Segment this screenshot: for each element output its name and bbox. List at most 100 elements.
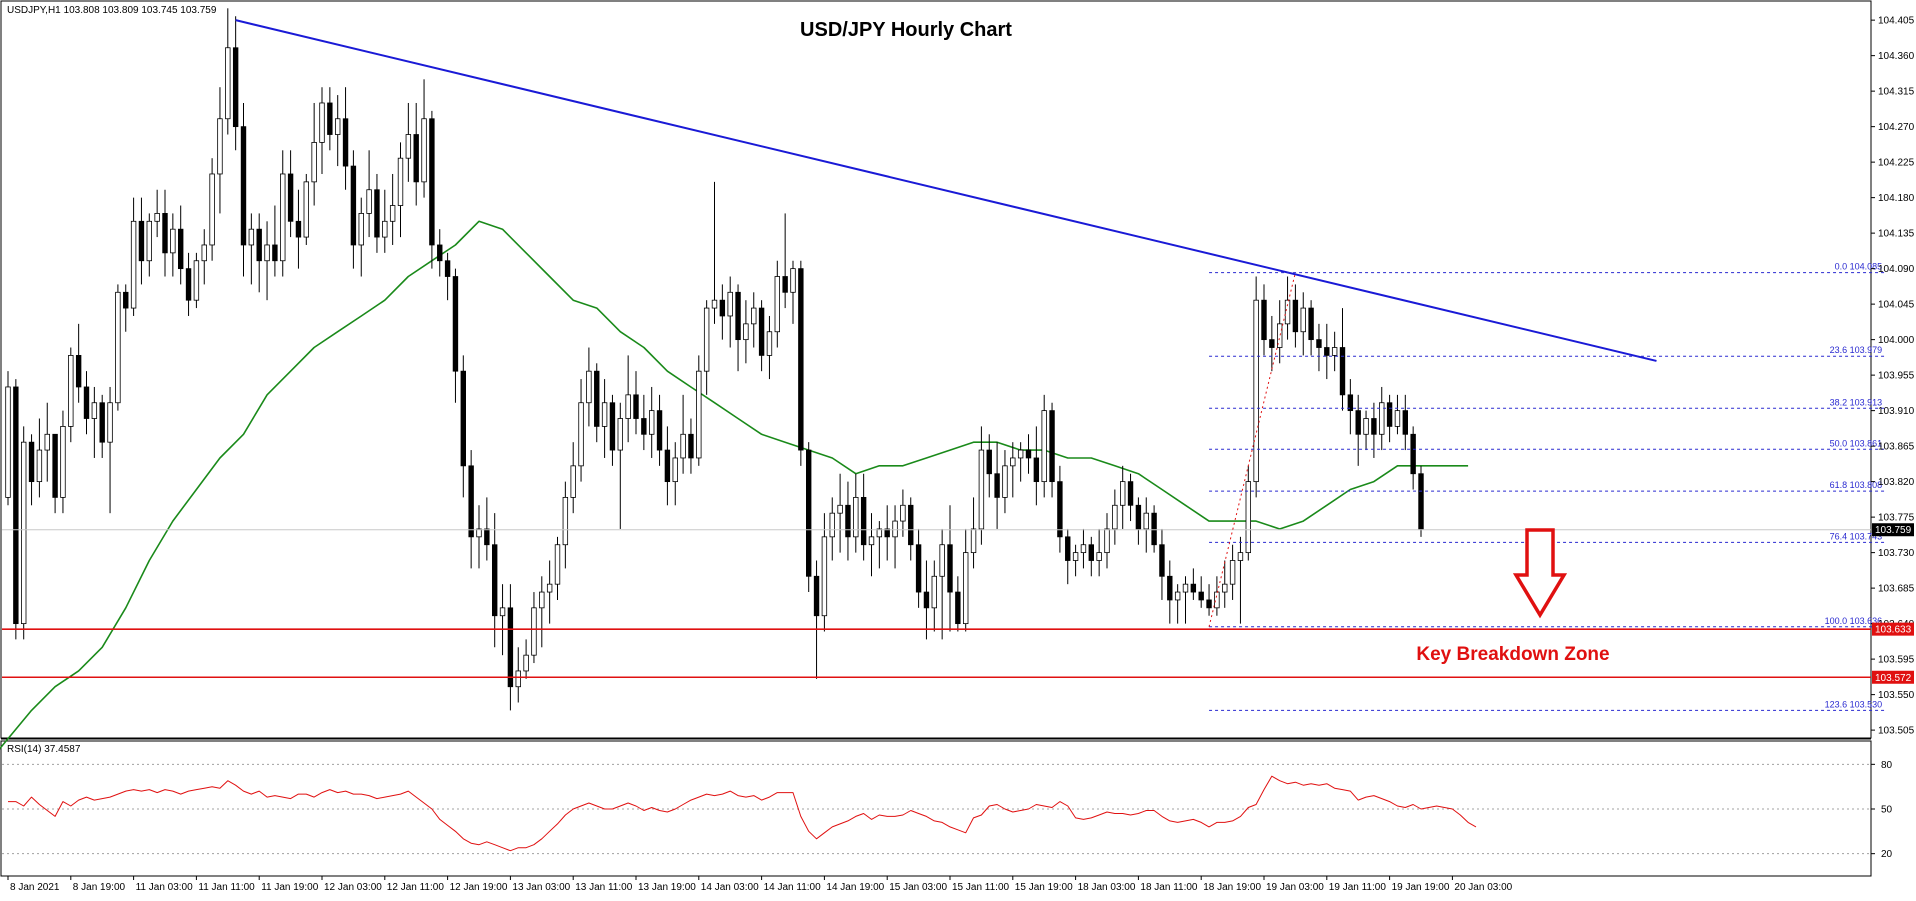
candle-body-bull bbox=[60, 426, 66, 498]
candle-body-bear bbox=[99, 402, 105, 443]
candle bbox=[52, 433, 58, 514]
candle-body-bear bbox=[452, 276, 459, 372]
candle bbox=[1198, 576, 1204, 608]
candle-body-bull bbox=[562, 496, 569, 546]
candle bbox=[421, 79, 427, 198]
candle-body-bull bbox=[586, 370, 592, 404]
x-tick-label: 15 Jan 19:00 bbox=[1015, 882, 1073, 893]
candle bbox=[892, 505, 898, 569]
candle-layer bbox=[5, 8, 1424, 711]
main-panel-frame bbox=[0, 0, 1872, 739]
candle-body-bear bbox=[13, 386, 19, 625]
candle-body-bear bbox=[123, 291, 129, 309]
candle bbox=[1394, 394, 1401, 435]
candle-body-bull bbox=[1120, 481, 1126, 506]
candle bbox=[1410, 426, 1416, 490]
candle bbox=[484, 497, 490, 561]
candle bbox=[868, 513, 875, 577]
candle-body-bull bbox=[515, 670, 521, 688]
candle-body-bull bbox=[900, 504, 906, 522]
candle bbox=[515, 647, 521, 703]
candle bbox=[1002, 450, 1008, 514]
candle bbox=[703, 300, 710, 395]
candle-body-bull bbox=[931, 575, 937, 609]
candle-body-bull bbox=[170, 228, 176, 254]
candle bbox=[311, 102, 317, 206]
y-tick-label: 103.685 bbox=[1878, 584, 1915, 595]
candle-body-bear bbox=[782, 276, 788, 293]
candle-body-bull bbox=[107, 402, 113, 443]
price-label-box bbox=[1872, 670, 1914, 684]
candle-body-bear bbox=[327, 102, 333, 135]
candle-body-bull bbox=[225, 47, 231, 120]
candle bbox=[939, 528, 945, 640]
candle-body-bull bbox=[5, 386, 11, 498]
candle-body-bull bbox=[1229, 560, 1236, 585]
candle bbox=[437, 229, 443, 277]
candle bbox=[68, 347, 74, 443]
candle bbox=[382, 189, 388, 253]
candle bbox=[782, 213, 788, 309]
candle bbox=[1308, 300, 1314, 356]
candle-body-bull bbox=[1080, 544, 1087, 554]
candle-body-bull bbox=[476, 528, 482, 538]
candle bbox=[170, 213, 176, 277]
candle bbox=[1386, 394, 1393, 443]
candle-body-bull bbox=[1363, 418, 1369, 435]
x-tick-label: 8 Jan 19:00 bbox=[73, 882, 126, 893]
price-label-text: 103.759 bbox=[1875, 525, 1912, 536]
x-tick-label: 14 Jan 11:00 bbox=[764, 882, 822, 893]
candle-body-bear bbox=[1065, 536, 1071, 561]
candle bbox=[123, 284, 129, 332]
candle-body-bear bbox=[1159, 544, 1165, 577]
candle bbox=[1080, 528, 1087, 569]
price-label-text: 103.572 bbox=[1875, 673, 1912, 684]
candle bbox=[138, 197, 145, 285]
candle bbox=[83, 371, 90, 435]
candle bbox=[821, 513, 828, 632]
candle-body-bull bbox=[1143, 512, 1149, 530]
candle bbox=[1277, 300, 1283, 364]
x-tick-label: 13 Jan 11:00 bbox=[575, 882, 633, 893]
candle bbox=[1112, 489, 1118, 545]
candle bbox=[554, 536, 561, 600]
candle bbox=[531, 592, 537, 664]
candle-body-bull bbox=[766, 331, 773, 356]
candle bbox=[633, 371, 639, 435]
candle bbox=[287, 150, 294, 238]
candle-body-bear bbox=[1057, 481, 1063, 538]
candle-body-bear bbox=[1339, 347, 1346, 396]
candle-body-bear bbox=[28, 441, 35, 483]
candle-body-bear bbox=[1127, 481, 1134, 506]
x-tick-label: 15 Jan 03:00 bbox=[889, 882, 947, 893]
y-tick-label: 104.405 bbox=[1878, 16, 1915, 27]
x-tick-label: 11 Jan 19:00 bbox=[261, 882, 319, 893]
candle bbox=[649, 386, 655, 458]
candle bbox=[994, 442, 1000, 529]
candle bbox=[1135, 497, 1142, 545]
fib-level-label: 123.6 103.530 bbox=[1825, 699, 1883, 709]
x-tick-label: 11 Jan 03:00 bbox=[136, 882, 194, 893]
candle-body-bear bbox=[295, 220, 302, 238]
candle-body-bull bbox=[264, 244, 270, 262]
candle bbox=[908, 497, 914, 561]
candle bbox=[460, 355, 466, 498]
candle bbox=[1324, 323, 1330, 380]
candle bbox=[1010, 442, 1016, 498]
candle bbox=[1159, 528, 1165, 600]
candle-body-bull bbox=[1104, 528, 1110, 554]
rsi-layer: 80 50 20 bbox=[2, 760, 1893, 860]
candle-body-bull bbox=[1284, 299, 1291, 325]
candle bbox=[146, 213, 152, 277]
candle-body-bear bbox=[1292, 299, 1299, 333]
candle bbox=[790, 260, 796, 324]
candle-body-bear bbox=[955, 591, 961, 625]
candle bbox=[1347, 379, 1354, 435]
candle bbox=[201, 229, 207, 285]
candle bbox=[240, 102, 247, 277]
candle-body-bull bbox=[774, 276, 780, 333]
y-tick-label: 103.550 bbox=[1878, 690, 1915, 701]
candle-body-bull bbox=[617, 418, 623, 451]
x-tick-label: 18 Jan 03:00 bbox=[1078, 882, 1136, 893]
candle-body-bear bbox=[374, 189, 380, 238]
